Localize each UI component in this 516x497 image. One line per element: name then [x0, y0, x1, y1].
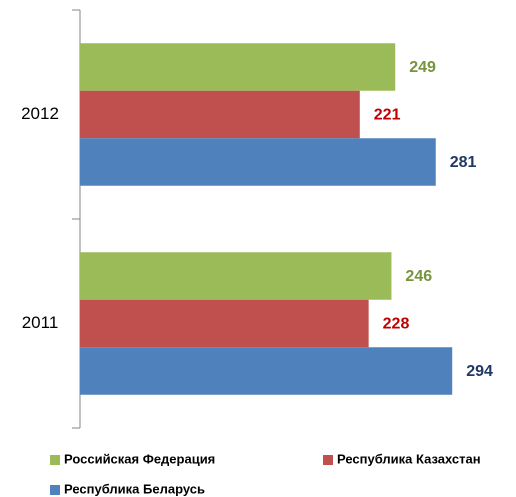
bar [80, 347, 453, 395]
data-label: 228 [383, 316, 410, 333]
y-tick-label: 2011 [22, 313, 59, 332]
data-label: 294 [466, 363, 493, 380]
data-label: 221 [374, 107, 401, 124]
legend-label: Российская Федерация [64, 451, 215, 466]
bar [80, 43, 396, 91]
legend-swatch [323, 455, 333, 465]
legend-label: Республика Казахстан [337, 451, 481, 466]
bar [80, 299, 369, 348]
legend-swatch [50, 455, 60, 465]
legend-label: Республика Беларусь [64, 481, 205, 496]
data-label: 249 [409, 59, 436, 76]
bar [80, 138, 436, 186]
bar [80, 90, 360, 139]
data-label: 281 [450, 154, 477, 171]
bar [80, 252, 392, 300]
legend-swatch [50, 485, 60, 495]
y-tick-label: 2012 [21, 104, 59, 123]
data-label: 246 [405, 268, 432, 285]
